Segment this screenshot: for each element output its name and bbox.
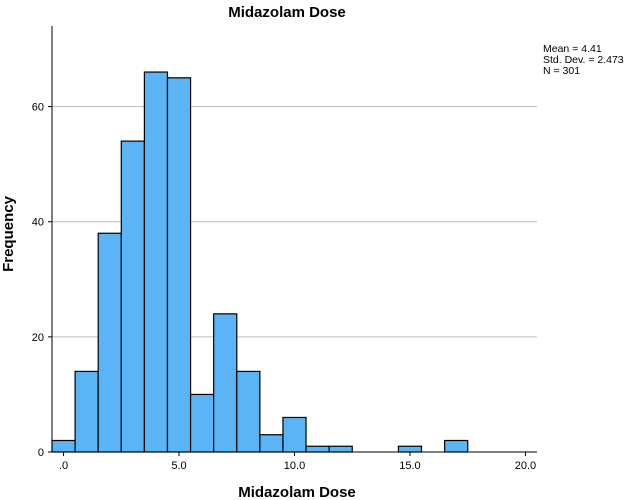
chart-title: Midazolam Dose (228, 4, 346, 21)
histogram-bar (328, 445, 353, 453)
histogram-bar (305, 445, 330, 453)
histogram-bar (259, 434, 284, 453)
x-tick-label: 10.0 (284, 460, 305, 472)
stats-line: Std. Dev. = 2.473 (543, 54, 624, 66)
histogram-bar (166, 77, 192, 453)
x-tick-label: 5.0 (171, 460, 186, 472)
histogram-bar (444, 439, 469, 453)
x-tick-label: .0 (59, 460, 68, 472)
x-axis-label: Midazolam Dose (238, 484, 356, 500)
histogram-bar (282, 416, 307, 453)
histogram-bar (189, 393, 215, 453)
histogram-bar (213, 313, 238, 453)
histogram-bar (120, 140, 145, 453)
y-tick-label: 20 (32, 332, 44, 344)
histogram-bar (236, 370, 261, 453)
x-tick-labels: .0 5.0 10.0 15.0 20.0 (59, 460, 536, 472)
x-tick-label: 20.0 (515, 460, 536, 472)
histogram-bar (74, 370, 99, 453)
x-tick-label: 15.0 (399, 460, 420, 472)
histogram-bars (51, 71, 469, 453)
y-tick-label: 60 (32, 102, 44, 114)
y-tick-label: 0 (38, 447, 44, 459)
y-tick-labels: 0 20 40 60 (32, 102, 44, 459)
histogram-bar (51, 439, 76, 453)
y-axis-label: Frequency (0, 195, 17, 272)
histogram-bar (97, 232, 122, 453)
axes (48, 26, 537, 456)
histogram-bar (143, 71, 169, 453)
y-tick-label: 40 (32, 217, 44, 229)
histogram-bar (397, 445, 423, 453)
stats-line: N = 301 (543, 65, 580, 77)
stats-line: Mean = 4.41 (543, 43, 602, 55)
